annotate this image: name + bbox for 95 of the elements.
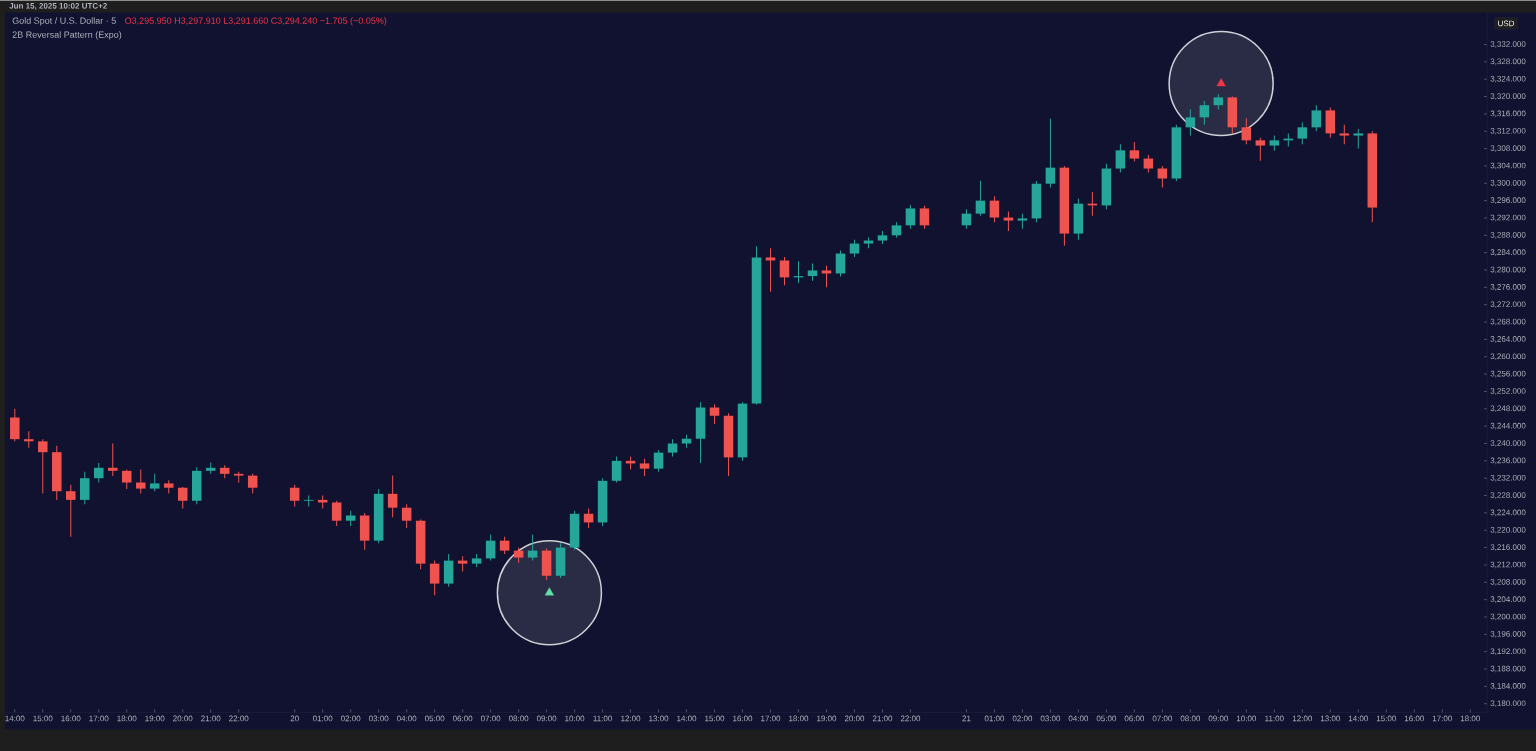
x-tick-label: 14:00 [5,715,25,722]
y-tick-label: 3,184.000 [1490,682,1526,690]
y-tick-label: 3,260.000 [1490,353,1526,360]
x-tick-label: 21:00 [201,715,221,722]
y-tick-label: 3,236.000 [1490,457,1526,464]
y-tick-label: 3,308.000 [1490,145,1526,152]
y-tick-label: 3,224.000 [1490,509,1526,516]
x-tick-label: 09:00 [536,715,557,722]
x-tick-label: 15:00 [1376,715,1396,722]
x-tick-label: 19:00 [817,715,837,722]
x-tick-label: 20 [290,715,299,722]
x-tick-label: 04:00 [396,715,417,722]
y-tick-label: 3,196.000 [1490,630,1526,638]
y-tick-label: 3,272.000 [1490,301,1526,308]
y-tick-label: 3,288.000 [1490,231,1526,239]
x-tick-label: 21:00 [872,715,893,722]
x-tick-label: 02:00 [340,715,361,722]
y-tick-label: 3,240.000 [1490,440,1526,447]
x-tick-label: 17:00 [1432,715,1452,722]
y-tick-label: 3,228.000 [1490,492,1526,499]
y-tick-label: 3,216.000 [1490,544,1526,551]
y-tick-label: 3,244.000 [1490,422,1526,430]
text: 2B Reversal Pattern (Expo) [12,31,122,40]
x-tick-label: 05:00 [1096,715,1117,722]
y-tick-label: 3,292.000 [1490,214,1526,222]
x-tick-label: 22:00 [900,715,921,722]
y-tick-label: 3,248.000 [1490,405,1526,412]
y-tick-label: 3,188.000 [1490,665,1526,673]
y-tick-label: 3,332.000 [1490,40,1526,48]
y-tick-label: 3,208.000 [1490,578,1526,586]
y-tick-label: 3,320.000 [1490,93,1526,100]
text: Jun 15, 2025 10:02 UTC+2 [9,2,107,10]
y-tick-label: 3,204.000 [1490,596,1526,603]
annotation: O3,295.950 H3,297.910 L3,291.660 C3,294.240 −1.705 (−0.05%) [125,17,387,26]
x-tick-label: 03:00 [1040,715,1061,722]
x-tick-label: 10:00 [1236,715,1257,722]
y-tick-label: 3,252.000 [1490,387,1526,395]
y-tick-label: 3,232.000 [1490,474,1526,482]
x-tick-label: 01:00 [312,715,333,722]
x-tick-label: 01:00 [984,715,1005,722]
x-tick-label: 17:00 [761,715,781,722]
x-tick-label: 20:00 [173,715,193,722]
x-tick-label: 22:00 [229,715,249,722]
y-tick-label: 3,180.000 [1490,700,1526,707]
x-tick-label: 12:00 [621,715,641,722]
x-tick-label: 05:00 [424,715,445,722]
x-tick-label: 03:00 [368,715,389,722]
y-tick-label: 3,212.000 [1490,561,1526,569]
x-tick-label: 18:00 [789,715,809,722]
x-tick-label: 17:00 [89,715,109,722]
x-tick-label: 19:00 [145,715,165,722]
y-tick-label: 3,324.000 [1490,75,1526,83]
x-tick-label: 18:00 [117,715,137,722]
x-tick-label: 15:00 [33,715,53,722]
y-tick-label: 3,280.000 [1490,266,1526,274]
y-tick-label: 3,304.000 [1490,162,1526,170]
x-tick-label: 07:00 [480,715,501,722]
y-tick-label: 3,256.000 [1490,370,1526,378]
x-tick-label: 14:00 [677,715,697,722]
x-tick-label: 10:00 [565,715,585,722]
chart-title: Gold Spot / U.S. Dollar · 5 [12,17,116,26]
x-tick-label: 18:00 [1460,715,1480,722]
x-tick-label: 16:00 [1404,715,1424,722]
x-tick-label: 06:00 [452,715,473,722]
x-tick-label: 13:00 [649,715,669,722]
y-tick-label: 3,328.000 [1490,58,1526,65]
x-tick-label: 20:00 [844,715,865,722]
x-tick-label: 08:00 [1180,715,1201,722]
x-tick-label: 06:00 [1124,715,1145,722]
x-tick-label: 16:00 [733,715,753,722]
y-tick-label: 3,284.000 [1490,249,1526,256]
y-tick-label: 3,200.000 [1490,613,1526,621]
x-tick-label: 12:00 [1292,715,1313,722]
x-tick-label: 13:00 [1320,715,1340,722]
x-tick-label: 11:00 [593,715,612,722]
y-tick-label: 3,312.000 [1490,127,1526,135]
y-tick-label: 3,276.000 [1490,283,1526,291]
x-tick-label: 15:00 [705,715,725,722]
x-tick-label: 21 [962,715,971,721]
y-tick-label: 3,264.000 [1490,335,1526,343]
x-tick-label: 07:00 [1152,715,1173,722]
y-tick-label: 3,220.000 [1490,526,1526,534]
x-tick-label: 02:00 [1012,715,1033,722]
y-tick-label: 3,296.000 [1490,197,1526,204]
y-tick-label: 3,192.000 [1490,648,1526,655]
y-tick-label: 3,268.000 [1490,318,1526,326]
x-tick-label: 14:00 [1348,715,1368,722]
x-tick-label: 16:00 [61,715,81,722]
x-tick-label: 09:00 [1208,715,1229,722]
x-tick-label: 08:00 [508,715,529,722]
y-tick-label: 3,316.000 [1490,110,1526,117]
y-tick-label: 3,300.000 [1490,179,1526,187]
x-tick-label: 11:00 [1265,715,1284,722]
x-tick-label: 04:00 [1068,715,1089,722]
y-axis-title: USD [1498,20,1515,27]
